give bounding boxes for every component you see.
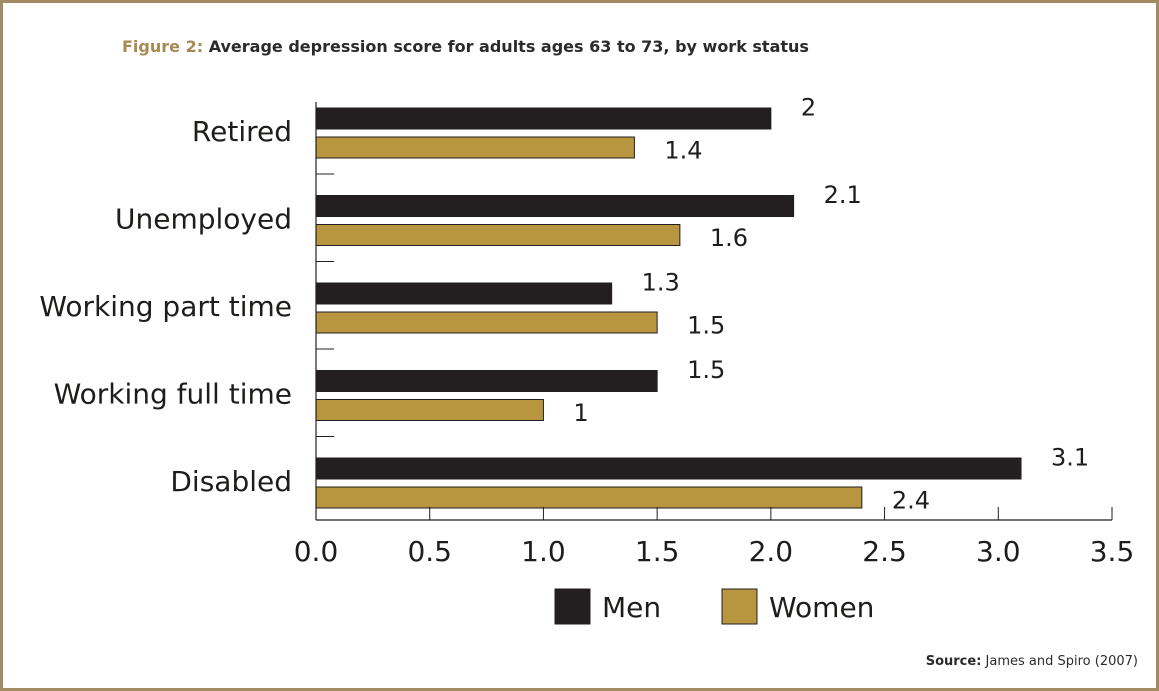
x-tick-label: 0.0 [294,535,339,568]
bar-men [315,370,658,392]
value-label-men: 2.1 [824,181,862,209]
category-label: Working full time [54,378,292,411]
category-label: Retired [192,115,292,148]
bar-men [315,195,795,217]
source-note: Source: James and Spiro (2007) [926,654,1138,669]
x-tick-label: 0.5 [407,535,452,568]
bar-men [315,107,772,130]
legend-swatch-men [554,588,591,625]
bar-women [315,486,863,509]
x-tick-label: 1.5 [635,535,680,568]
legend-label-women: Women [769,591,874,624]
value-label-men: 3.1 [1051,444,1089,472]
bars-layer [315,107,1022,509]
bar-women [315,136,635,159]
bar-men [315,457,1022,480]
x-tick-label: 3.5 [1090,535,1135,568]
category-label: Working part time [39,290,292,323]
legend-swatch-women [721,588,758,625]
x-tick-label: 1.0 [521,535,566,568]
x-tick-label: 2.0 [749,535,794,568]
bar-women [315,311,658,334]
x-tick-label: 2.5 [862,535,907,568]
figure-title-text: Average depression score for adults ages… [208,37,809,56]
value-label-men: 1.3 [642,269,680,297]
value-label-women: 2.4 [892,487,930,515]
value-label-men: 1.5 [687,356,725,384]
category-label: Unemployed [115,203,292,236]
value-label-women: 1.4 [664,137,702,165]
value-label-women: 1 [573,399,588,427]
legend-label-men: Men [602,591,661,624]
figure-title: Figure 2: Average depression score for a… [122,37,809,56]
x-tick-label: 3.0 [976,535,1021,568]
source-text: James and Spiro (2007) [985,654,1138,669]
bar-women [315,224,681,246]
bar-women [315,399,544,421]
value-label-women: 1.6 [710,224,748,252]
source-label: Source: [925,654,982,669]
labels-layer: 21.4Retired2.11.6Unemployed1.31.5Working… [39,94,1089,515]
axes-layer: 0.0 0.5 1.0 1.5 2.0 2.5 3.0 3.5 [294,102,1135,568]
value-label-women: 1.5 [687,312,725,340]
legend: Men Women [554,588,874,625]
bar-men [315,282,613,305]
category-label: Disabled [170,465,292,498]
value-label-men: 2 [801,94,816,122]
figure-number: Figure 2: [122,37,204,56]
